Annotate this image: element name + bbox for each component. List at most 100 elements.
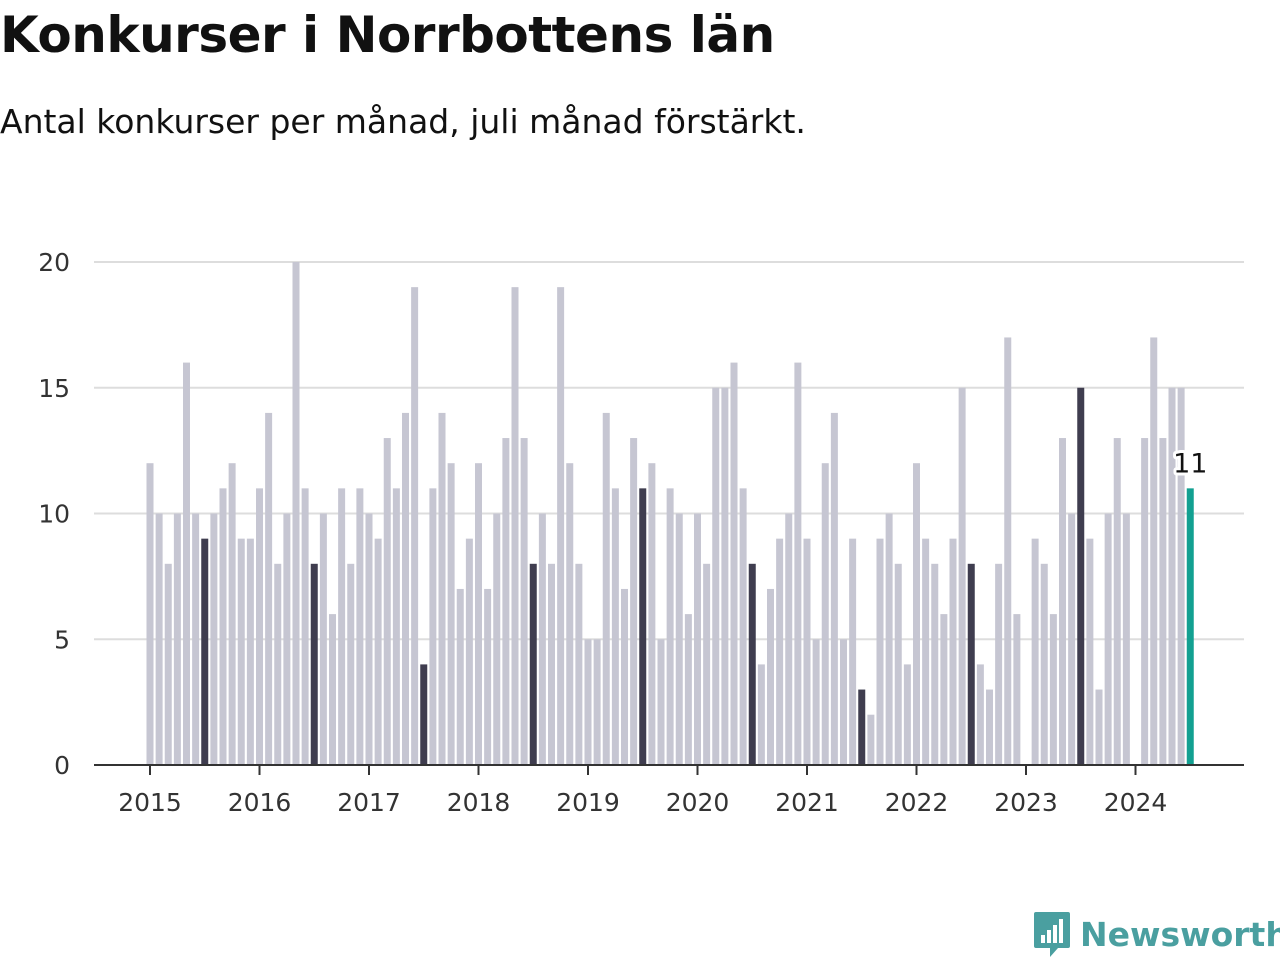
bar [666,488,674,765]
bar [283,513,291,765]
bar [767,588,774,765]
bar [310,563,318,765]
y-tick-label: 5 [54,625,70,654]
x-tick-label: 2018 [447,788,511,817]
bar [192,513,200,765]
bar [803,538,811,765]
bar [1059,438,1066,765]
bar [265,412,273,765]
bar [164,563,172,765]
bar [566,463,574,765]
bar [374,538,382,765]
bar [785,513,793,765]
bar [392,488,400,765]
bar [356,488,364,765]
bar [557,287,565,765]
bar [493,513,501,765]
bar [1141,438,1149,765]
bar [411,287,419,765]
bar [1186,488,1194,765]
bar [739,488,747,765]
bar [502,438,510,765]
bar [146,463,154,765]
bar [712,387,720,765]
bar [420,664,428,765]
bar [292,262,300,765]
x-tick-label: 2022 [885,788,949,817]
bar [1177,387,1185,765]
bar [995,563,1003,765]
bar [812,639,820,765]
axes [94,764,1244,775]
bar [1031,538,1039,765]
bar [1104,513,1112,765]
bar [201,538,209,765]
chart-subtitle: Antal konkurser per månad, juli månad fö… [0,102,806,141]
x-tick-label: 2024 [1104,788,1168,817]
bar [173,513,181,765]
bar [438,412,446,765]
bar [1159,438,1167,765]
bar [922,538,930,765]
bar [1004,337,1012,765]
x-tick-label: 2016 [228,788,292,817]
bars [146,262,1194,765]
bar [940,614,948,765]
bar [210,513,218,765]
bar [730,362,738,765]
bar [246,538,254,765]
bar [338,488,346,765]
bar [584,639,592,765]
bar [484,588,492,765]
x-tick-label: 2019 [556,788,620,817]
bar [575,563,583,765]
bar [274,563,282,765]
bar [429,488,437,765]
bar [721,387,729,765]
bar [529,563,537,765]
bar [1150,337,1158,765]
bar [986,689,993,765]
newsworthy-chart-bubble-icon [1034,912,1070,957]
bar [885,513,893,765]
bar [1013,614,1021,765]
bar [155,513,163,765]
bar [219,488,227,765]
bar [913,463,920,765]
bar [657,639,665,765]
bar [365,513,373,765]
brand-name: Newsworthy [1080,914,1280,954]
bar [1113,438,1121,765]
bar [867,714,875,765]
bar [475,463,482,765]
bar [402,412,409,765]
bar [548,563,555,765]
chart-title: Konkurser i Norrbottens län [0,6,775,64]
bar [611,488,619,765]
bar [903,664,911,765]
bar [958,387,966,765]
bar [1168,387,1176,765]
bar [1049,614,1057,765]
x-tick-label: 2017 [337,788,401,817]
bar [1122,513,1130,765]
x-tick-label: 2021 [775,788,839,817]
bar [794,362,802,765]
y-tick-label: 20 [38,248,70,277]
bar [630,438,638,765]
bar [639,488,647,765]
bar [748,563,756,765]
bar [621,588,628,765]
bar [976,664,984,765]
x-tick-label: 2015 [118,788,182,817]
bar [383,438,391,765]
bar [237,538,245,765]
bar [1086,538,1094,765]
newsworthy-logo: Newsworthy [1032,910,1280,958]
bar [256,488,263,765]
bar [1077,387,1085,765]
latest-value-label: 11 [1173,448,1207,479]
y-tick-label: 0 [54,751,70,780]
bar [949,538,957,765]
bar [329,614,336,765]
